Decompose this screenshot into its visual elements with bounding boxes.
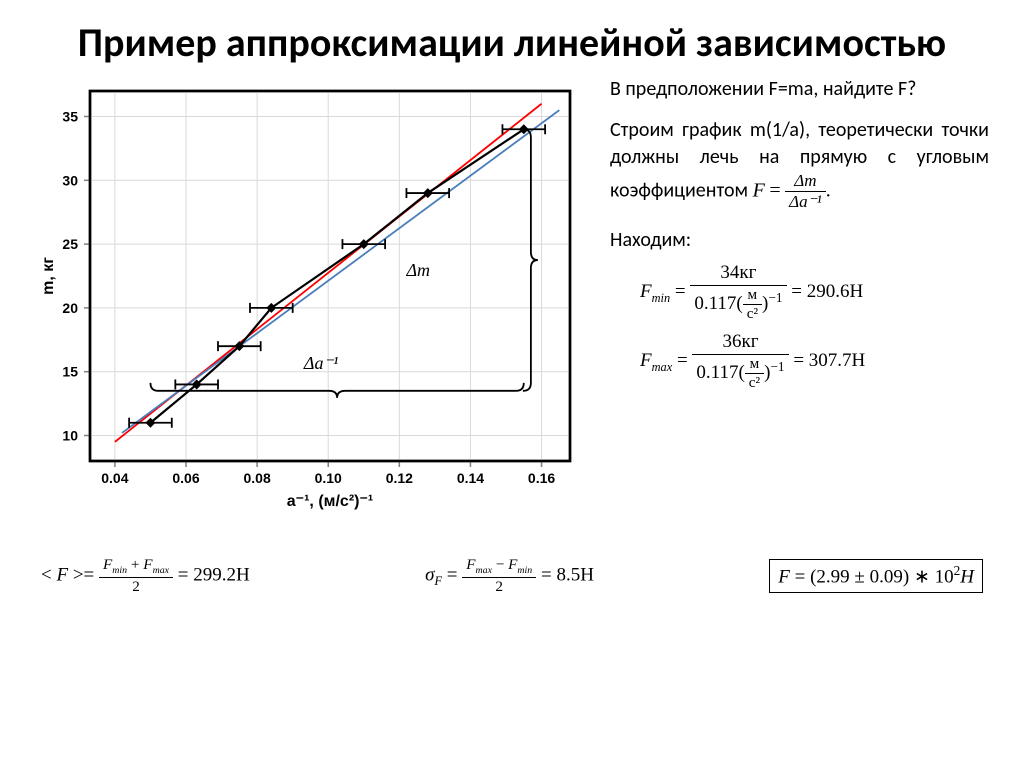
equation-result: F = (2.99 ± 0.09) ∗ 102H [769, 559, 983, 592]
approximation-chart: 0.04 0.06 0.08 0.10 0.12 0.14 0.16 10 15 20 25 30 35… [35, 76, 595, 521]
equation-fmin: Fmin = 34кг 0.117(мс²)−1 = 290.6Н [640, 262, 989, 323]
svg-text:Δa⁻¹: Δa⁻¹ [303, 353, 338, 373]
svg-text:0.06: 0.06 [172, 470, 199, 486]
svg-text:25: 25 [62, 236, 78, 252]
paragraph-1: В предположении F=ma, найдите F? [610, 76, 989, 103]
svg-text:0.12: 0.12 [386, 470, 413, 486]
equation-fmax: Fmax = 36кг 0.117(мс²)−1 = 307.7Н [640, 331, 989, 392]
svg-text:15: 15 [62, 364, 78, 380]
svg-text:10: 10 [62, 427, 78, 443]
svg-text:20: 20 [62, 300, 78, 316]
equation-sigma: σF = Fmax − Fmin 2 = 8.5H [425, 556, 594, 596]
svg-text:0.10: 0.10 [315, 470, 342, 486]
explanation-text: В предположении F=ma, найдите F? Строим … [610, 76, 989, 526]
paragraph-2: Строим график m(1/a), теоретически точки… [610, 117, 989, 213]
slide-title: Пример аппроксимации линейной зависимост… [35, 20, 989, 66]
svg-text:a⁻¹, (м/с²)⁻¹: a⁻¹, (м/с²)⁻¹ [287, 493, 374, 510]
svg-text:30: 30 [62, 172, 78, 188]
paragraph-3: Находим: [610, 227, 989, 254]
bottom-equations: < F >= Fmin + Fmax 2 = 299.2H σF = Fmax … [35, 556, 989, 596]
svg-text:Δm: Δm [405, 260, 430, 280]
svg-text:0.14: 0.14 [457, 470, 484, 486]
svg-text:m, кг: m, кг [40, 257, 57, 295]
svg-text:0.04: 0.04 [101, 470, 128, 486]
svg-text:0.16: 0.16 [528, 470, 555, 486]
svg-text:35: 35 [62, 109, 78, 125]
svg-text:0.08: 0.08 [243, 470, 270, 486]
equation-avg: < F >= Fmin + Fmax 2 = 299.2H [41, 556, 250, 596]
chart-container: 0.04 0.06 0.08 0.10 0.12 0.14 0.16 10 15 20 25 30 35… [35, 76, 595, 526]
